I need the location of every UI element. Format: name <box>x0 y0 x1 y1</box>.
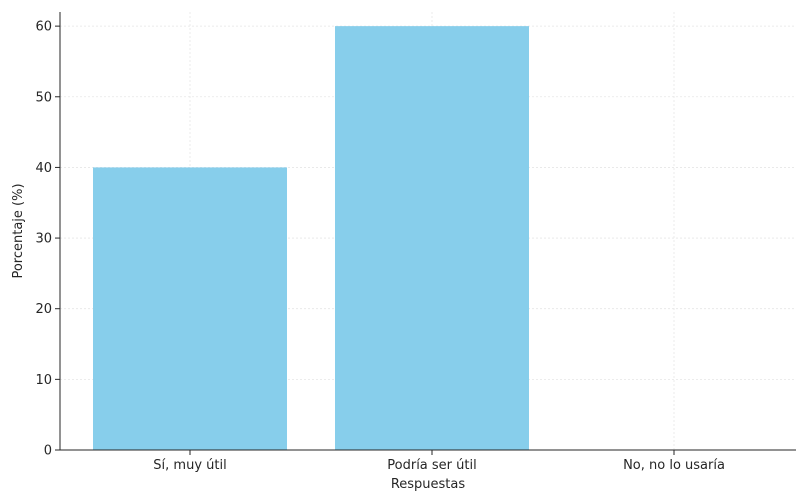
y-tick-label: 10 <box>35 373 52 388</box>
bar <box>335 26 529 451</box>
x-axis-label: Respuestas <box>391 477 466 492</box>
x-tick-label: Sí, muy útil <box>153 458 226 473</box>
y-tick-label: 50 <box>35 90 52 105</box>
bar <box>93 167 287 450</box>
bars <box>93 26 529 451</box>
x-tick-label: No, no lo usaría <box>623 458 725 473</box>
y-tick-label: 0 <box>44 444 52 459</box>
x-axis: Sí, muy útil Podría ser útil No, no lo usa… <box>153 450 725 473</box>
y-tick-label: 30 <box>35 232 52 247</box>
y-axis: 0 10 20 30 40 50 60 <box>35 20 60 459</box>
y-tick-label: 60 <box>35 20 52 35</box>
y-axis-label: Porcentaje (%) <box>11 183 26 278</box>
x-tick-label: Podría ser útil <box>387 458 476 473</box>
y-tick-label: 40 <box>35 161 52 176</box>
y-tick-label: 20 <box>35 302 52 317</box>
